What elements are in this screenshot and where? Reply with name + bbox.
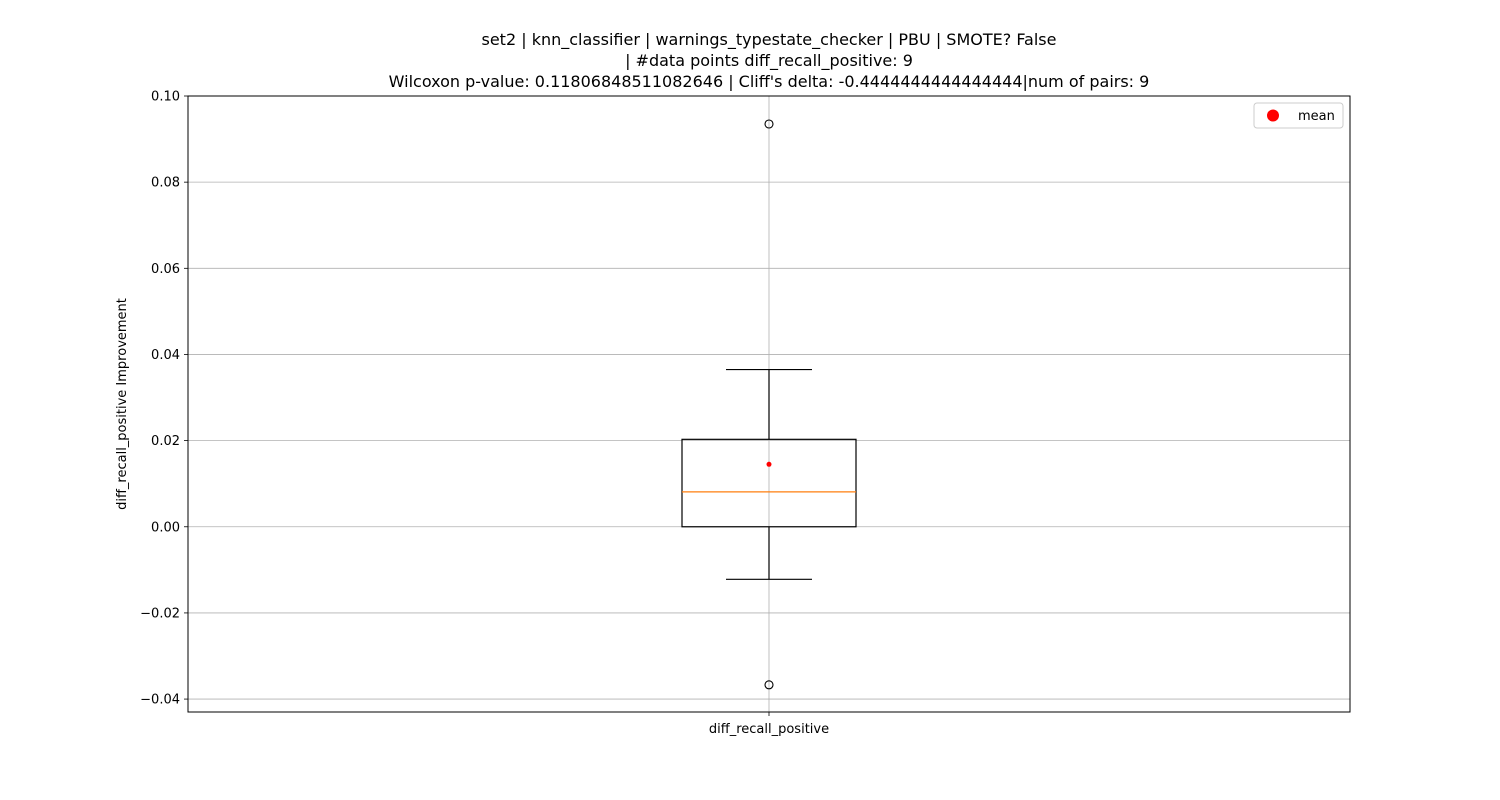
outlier-point — [764, 119, 774, 129]
y-tick-label: 0.06 — [151, 262, 180, 277]
y-tick-label: −0.04 — [140, 693, 180, 708]
x-tick-label: diff_recall_positive — [709, 722, 829, 737]
y-tick-label: 0.10 — [151, 90, 180, 105]
y-tick-label: −0.02 — [140, 606, 180, 621]
y-axis-label: diff_recall_positive Improvement — [115, 298, 130, 510]
legend-mean-marker — [1267, 109, 1279, 122]
y-tick-label: 0.04 — [151, 348, 180, 363]
y-tick-label: 0.08 — [151, 176, 180, 191]
mean-marker — [766, 461, 772, 467]
legend-label-mean: mean — [1298, 109, 1335, 124]
chart-title-line-1: set2 | knn_classifier | warnings_typesta… — [481, 30, 1057, 49]
outlier-point — [764, 680, 774, 690]
box-iqr — [681, 438, 857, 528]
chart-title-line-3: Wilcoxon p-value: 0.11806848511082646 | … — [388, 72, 1150, 91]
legend-box — [1253, 102, 1344, 129]
chart-title-line-2: | #data points diff_recall_positive: 9 — [625, 51, 913, 70]
y-tick-label: 0.00 — [151, 520, 180, 535]
y-tick-label: 0.02 — [151, 434, 180, 449]
